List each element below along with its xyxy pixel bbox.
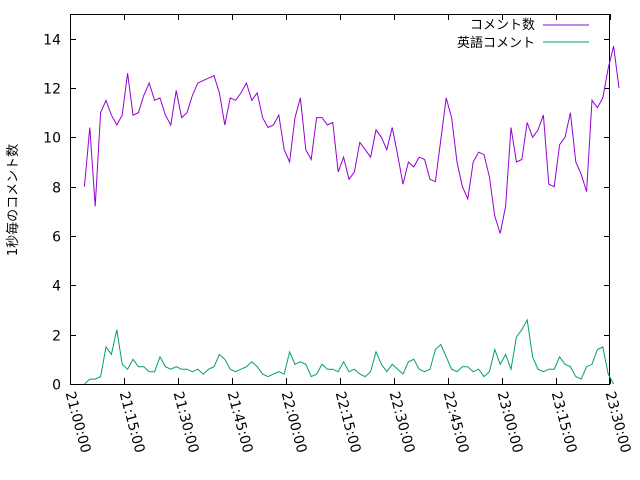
y-tick-label: 14 [43, 33, 61, 49]
y-axis-ticks: 0 2 4 6 8 10 12 14 [43, 33, 610, 394]
legend-label-comments: コメント数 [470, 18, 535, 33]
y-tick-label: 12 [43, 82, 61, 98]
x-axis-ticks: 21:00:00 21:15:00 21:30:00 21:45:00 22:00:00… [62, 14, 634, 455]
x-tick-label: 22:45:00 [440, 390, 472, 455]
y-axis-title: 1秒毎のコメント数 [5, 144, 21, 256]
x-tick-label: 23:30:00 [602, 390, 634, 455]
y-tick-label: 4 [52, 279, 61, 295]
y-tick-label: 8 [52, 181, 61, 197]
y-tick-label: 0 [52, 378, 61, 394]
x-tick-label: 22:30:00 [386, 390, 418, 455]
x-tick-label: 21:30:00 [170, 390, 202, 455]
y-tick-label: 6 [52, 230, 61, 246]
x-tick-label: 21:00:00 [62, 390, 94, 455]
x-tick-label: 21:15:00 [116, 390, 148, 455]
legend-label-english-comments: 英語コメント [457, 35, 535, 51]
x-tick-label: 22:00:00 [278, 390, 310, 455]
series-line-english-comments [84, 318, 615, 385]
x-tick-label: 22:15:00 [332, 390, 364, 455]
legend: コメント数 英語コメント [457, 18, 589, 51]
y-tick-label: 2 [52, 329, 61, 345]
y-tick-label: 10 [43, 131, 61, 147]
x-tick-label: 23:00:00 [494, 390, 526, 455]
x-tick-label: 21:45:00 [224, 390, 256, 455]
x-tick-label: 23:15:00 [548, 390, 580, 455]
series-lines [83, 45, 620, 385]
series-line-comments [83, 45, 620, 234]
